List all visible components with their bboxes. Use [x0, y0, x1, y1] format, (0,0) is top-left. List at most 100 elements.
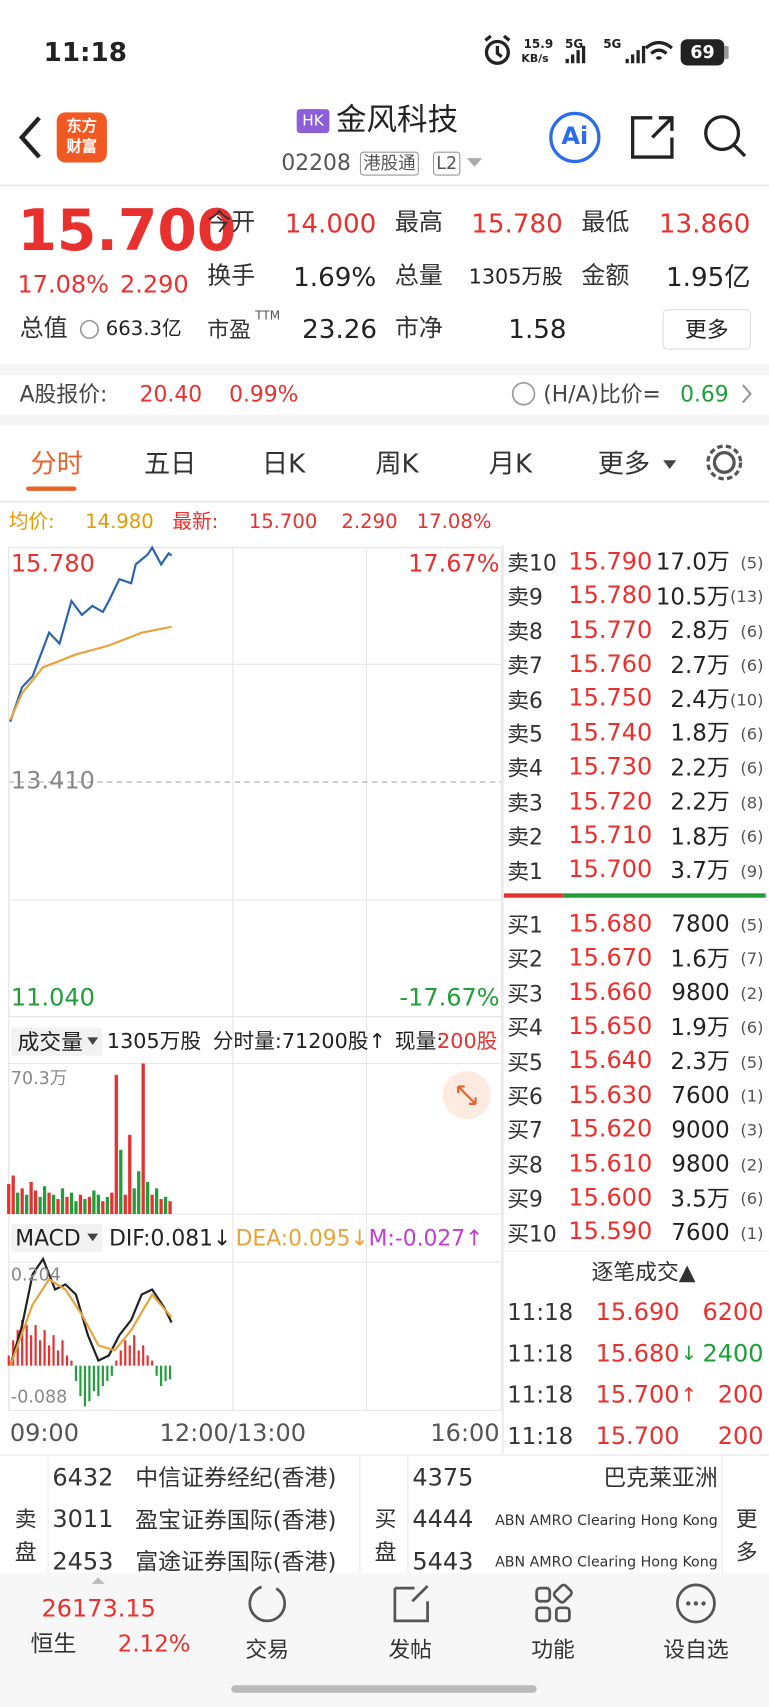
share-icon[interactable]: [631, 116, 674, 159]
broker-name: 中信证券经纪(香港): [135, 1465, 337, 1492]
volume-bar: [141, 1063, 145, 1215]
level-count: (7): [740, 949, 764, 970]
nav-item[interactable]: 功能: [531, 1636, 575, 1663]
chart-frames: [8, 547, 503, 1411]
level-volume: 9000: [671, 1116, 730, 1143]
tab[interactable]: 周K: [375, 447, 419, 479]
ai-button[interactable]: Ai: [561, 123, 589, 151]
level-label: 卖4: [507, 755, 543, 782]
change: 2.290: [119, 271, 189, 299]
expand-icon: [457, 1085, 477, 1105]
indicator-label[interactable]: 成交量: [17, 1028, 83, 1055]
info-icon: [79, 319, 99, 339]
macd-bar: [70, 1360, 73, 1366]
macd-bar: [110, 1365, 113, 1376]
volume-bar: [96, 1194, 101, 1215]
volume-bar: [38, 1196, 42, 1215]
field-label: 总量: [394, 262, 443, 290]
indicator-label[interactable]: MACD: [15, 1224, 81, 1252]
y2-tick-label: 17.67%: [408, 550, 500, 578]
broker-code: 2453: [52, 1548, 114, 1576]
legend-entry: DIF:0.081↓: [109, 1224, 232, 1252]
tab[interactable]: 更多: [597, 447, 651, 479]
nav-item[interactable]: 设自选: [663, 1636, 729, 1663]
nav-icons: [248, 1583, 716, 1624]
macd-bar: [155, 1365, 158, 1376]
level-count: (10): [729, 690, 764, 710]
level-label: 买8: [507, 1151, 543, 1178]
dots: [686, 1601, 706, 1606]
field-value: 1.69%: [293, 261, 377, 292]
level-volume: 7600: [671, 1082, 730, 1109]
macd-bar: [47, 1345, 51, 1366]
back-icon[interactable]: [18, 116, 41, 159]
tab[interactable]: 分时: [30, 447, 83, 479]
volume-bar: [56, 1199, 60, 1215]
level-label: 卖5: [507, 721, 543, 748]
field-label: 换手: [207, 262, 256, 290]
level-count: (2): [740, 1154, 764, 1175]
battery-level: 69: [690, 41, 715, 63]
level-price: 15.670: [568, 944, 653, 973]
field-value: 1.58: [508, 313, 567, 345]
volume-bar: [114, 1074, 118, 1215]
level-count: (6): [740, 1017, 764, 1038]
network: 5G: [565, 37, 584, 52]
trade-volume: 2400: [702, 1340, 764, 1368]
macd-bar: [83, 1365, 87, 1407]
volume-bar: [110, 1192, 114, 1215]
level-volume: 2.8万: [670, 617, 730, 644]
volume-bar: [74, 1201, 78, 1215]
level-price: 15.700: [568, 856, 653, 884]
macd-bar: [160, 1365, 163, 1386]
level-count: (8): [740, 792, 764, 813]
tab[interactable]: 月K: [488, 447, 533, 479]
current-label: 现量:: [394, 1029, 444, 1054]
trade-time: 11:18: [507, 1340, 574, 1368]
level-price: 15.710: [568, 822, 653, 850]
y-tick-label: 15.780: [10, 550, 95, 578]
level-label: 卖9: [507, 583, 543, 611]
tab[interactable]: 日K: [261, 447, 306, 479]
broker-more[interactable]: 更多: [731, 1507, 759, 1573]
legend-entry: DEA:0.095↓: [235, 1224, 369, 1252]
volume-bar: [11, 1175, 15, 1215]
logo-text: 财富: [66, 138, 98, 156]
macd-bar: [74, 1365, 78, 1381]
trade-price: 15.680: [595, 1340, 680, 1368]
trade-arrow: ↓: [680, 1342, 698, 1366]
net-speed: 15.9: [523, 37, 554, 52]
level-label: 卖6: [507, 686, 543, 713]
a-share-pct: 0.99%: [229, 380, 299, 407]
settings-icon[interactable]: [712, 451, 736, 474]
level-label: 卖1: [507, 858, 543, 885]
level-volume: 2.2万: [670, 788, 730, 816]
tab[interactable]: 五日: [143, 447, 197, 479]
change-pct: 17.08%: [416, 510, 492, 534]
trades-title[interactable]: 逐笔成交▲: [591, 1258, 696, 1285]
level-price: 15.610: [568, 1150, 653, 1178]
selector[interactable]: [10, 1027, 103, 1056]
nav-item[interactable]: 交易: [245, 1636, 290, 1663]
avg-value: 14.980: [85, 510, 154, 534]
level-count: (2): [740, 983, 764, 1004]
macd-bar: [39, 1340, 42, 1366]
more-button[interactable]: 更多: [685, 316, 729, 343]
line: [9, 625, 172, 721]
ai-button[interactable]: [549, 111, 601, 164]
search-icon[interactable]: [704, 115, 741, 152]
level-price: 15.750: [568, 685, 653, 713]
nav-item[interactable]: 发帖: [388, 1636, 432, 1663]
broker-code: 4375: [412, 1464, 474, 1492]
macd-bar: [79, 1365, 82, 1397]
volume-bar: [16, 1192, 20, 1215]
selector[interactable]: [10, 1223, 103, 1253]
level-volume: 9800: [671, 1150, 730, 1178]
macd-bar: [7, 1355, 10, 1366]
tick-volume: 分时量:71200股↑: [212, 1029, 386, 1054]
logo: [56, 112, 107, 163]
volume-bar: [105, 1196, 109, 1215]
volume-bar: [163, 1196, 168, 1215]
more-button[interactable]: [662, 309, 752, 350]
